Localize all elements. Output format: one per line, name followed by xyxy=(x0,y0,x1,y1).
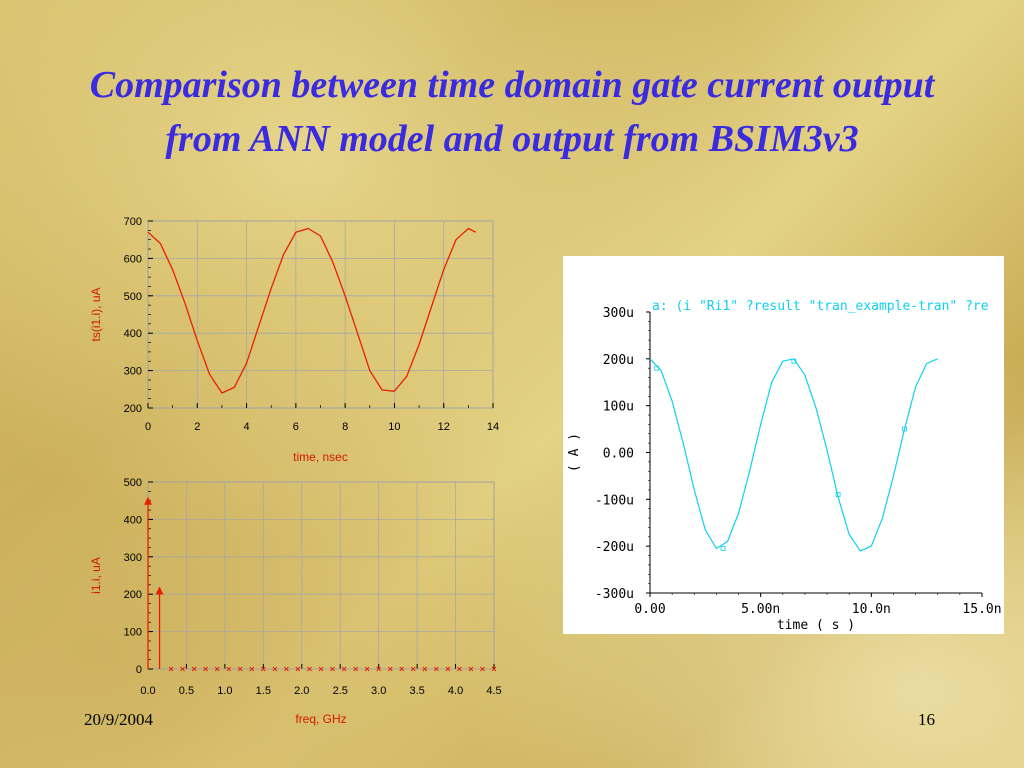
x-tick-label: 4 xyxy=(244,421,250,433)
y-tick-label: 300 xyxy=(124,366,142,378)
plot-frame xyxy=(147,220,494,409)
x-tick-label: 10 xyxy=(388,421,400,433)
slide-title: Comparison between time domain gate curr… xyxy=(89,64,935,160)
x-tick-label: 8 xyxy=(342,421,348,433)
x-tick-label: 2 xyxy=(194,421,200,433)
y-tick-label: 700 xyxy=(124,216,142,228)
x-tick-label: 0 xyxy=(145,421,151,433)
series-line-ann-gate-current xyxy=(147,227,477,394)
x-tick-label: 14 xyxy=(487,421,499,433)
y-tick-label: 200 xyxy=(124,403,142,415)
y-tick-label: 400 xyxy=(124,328,142,340)
footer-date: 20/9/2004 xyxy=(84,710,153,729)
y-axis-label: ts(i1.i), uA xyxy=(89,287,103,341)
y-tick-label: 500 xyxy=(124,291,142,303)
x-axis-label: time, nsec xyxy=(293,450,348,464)
x-tick-label: 12 xyxy=(438,421,450,433)
x-tick-label: 6 xyxy=(293,421,299,433)
footer-page-number: 16 xyxy=(918,710,935,729)
y-tick-label: 600 xyxy=(124,253,142,265)
